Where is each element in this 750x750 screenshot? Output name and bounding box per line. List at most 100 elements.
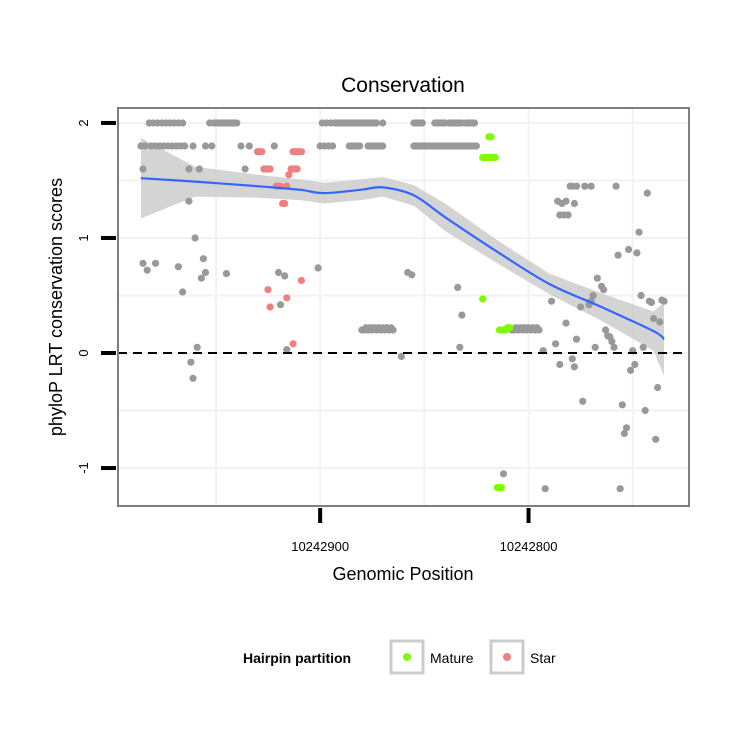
point-other <box>456 343 464 351</box>
point-other <box>652 435 660 443</box>
point-other <box>552 340 560 348</box>
point-other <box>283 346 291 354</box>
legend-item-star: Star <box>489 639 556 675</box>
point-other <box>143 266 151 274</box>
point-star <box>266 303 274 311</box>
point-other <box>570 363 579 371</box>
point-other <box>187 358 195 366</box>
point-other <box>199 255 207 263</box>
legend-key-mature <box>389 639 425 675</box>
point-other <box>620 429 629 438</box>
point-other <box>556 360 564 369</box>
point-star <box>289 340 297 348</box>
point-other <box>408 271 416 279</box>
point-other <box>201 142 210 150</box>
point-other <box>572 335 581 343</box>
point-other <box>208 142 216 150</box>
point-other <box>562 197 570 205</box>
point-other <box>141 142 149 150</box>
point-other <box>151 259 160 267</box>
legend-swatch-mature <box>403 653 411 661</box>
point-star <box>297 148 305 156</box>
point-other <box>656 318 664 326</box>
point-other <box>564 211 572 219</box>
point-other <box>625 245 633 254</box>
point-other <box>608 337 616 346</box>
confidence-band <box>140 137 664 376</box>
point-other <box>379 119 387 127</box>
y-axis: -1 0 1 2 <box>76 119 116 474</box>
point-other <box>618 401 626 409</box>
point-other <box>270 142 278 150</box>
point-other <box>191 234 199 242</box>
point-other <box>614 251 622 259</box>
point-other <box>602 326 610 334</box>
point-other <box>650 314 658 323</box>
point-other <box>314 264 322 272</box>
point-other <box>660 297 668 305</box>
x-axis-label: Genomic Position <box>332 564 473 584</box>
point-other <box>643 189 651 197</box>
point-other <box>397 352 405 361</box>
point-other <box>195 165 203 173</box>
point-star <box>264 286 272 294</box>
legend-swatch-star <box>503 653 511 661</box>
point-other <box>641 406 649 415</box>
point-other <box>591 343 599 351</box>
point-other <box>281 272 289 280</box>
x-tick-label: 10242800 <box>500 539 558 554</box>
point-other <box>233 119 241 127</box>
point-other <box>622 424 631 432</box>
legend-item-mature: Mature <box>389 639 474 675</box>
point-other <box>654 383 662 392</box>
point-other <box>637 291 645 300</box>
point-other <box>647 298 656 306</box>
smooth-line <box>140 177 665 341</box>
point-other <box>389 326 397 334</box>
point-other <box>612 182 620 190</box>
point-other <box>581 182 589 190</box>
point-other <box>535 326 543 334</box>
point-other <box>329 142 337 150</box>
point-other <box>593 274 601 282</box>
point-other <box>197 274 205 282</box>
point-other <box>589 291 597 300</box>
point-other <box>222 270 230 278</box>
point-other <box>577 303 585 311</box>
point-other <box>627 366 635 374</box>
point-other <box>193 343 201 351</box>
plot-panel <box>117 107 690 507</box>
point-other <box>237 142 245 150</box>
point-other <box>201 268 210 277</box>
point-other <box>189 142 197 150</box>
point-other <box>181 142 189 150</box>
point-mature <box>479 295 487 303</box>
point-other <box>245 142 253 150</box>
point-other <box>587 182 595 190</box>
point-star <box>297 276 305 285</box>
x-axis: 10242900 10242800 <box>291 508 557 554</box>
y-tick-label: 1 <box>76 234 91 241</box>
point-star <box>293 165 301 173</box>
point-other <box>379 142 387 150</box>
point-other <box>547 297 556 305</box>
point-star <box>258 148 266 156</box>
point-mature <box>491 153 499 162</box>
legend-label-star: Star <box>530 650 556 666</box>
point-other <box>241 165 249 173</box>
point-mature <box>506 324 514 332</box>
point-other <box>189 374 197 382</box>
point-star <box>285 171 293 179</box>
point-other <box>470 119 478 127</box>
point-star <box>281 199 289 208</box>
point-other <box>185 197 193 205</box>
point-other <box>541 485 549 493</box>
point-other <box>639 343 647 351</box>
point-mature <box>487 133 495 141</box>
x-tick-label: 10242900 <box>291 539 349 554</box>
point-other <box>633 249 641 257</box>
point-other <box>610 343 618 351</box>
point-other <box>616 485 624 493</box>
point-other <box>570 199 579 208</box>
